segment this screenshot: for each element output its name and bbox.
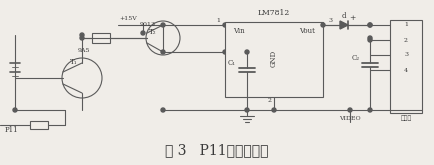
Bar bbox=[390, 20, 422, 113]
Text: +: + bbox=[349, 14, 355, 22]
Circle shape bbox=[13, 108, 17, 112]
Circle shape bbox=[245, 108, 249, 112]
Text: C₂: C₂ bbox=[352, 54, 360, 62]
Text: 9A5: 9A5 bbox=[78, 48, 90, 52]
Bar bbox=[92, 33, 110, 43]
Text: 4: 4 bbox=[404, 67, 408, 72]
Text: 图 3   P11口输出电路: 图 3 P11口输出电路 bbox=[165, 143, 269, 157]
Circle shape bbox=[62, 58, 102, 98]
Circle shape bbox=[80, 36, 84, 40]
Circle shape bbox=[161, 108, 165, 112]
Text: Vout: Vout bbox=[299, 27, 315, 35]
Circle shape bbox=[245, 50, 249, 54]
Text: VIDEO: VIDEO bbox=[339, 116, 361, 121]
Circle shape bbox=[368, 38, 372, 42]
Text: T₁: T₁ bbox=[70, 58, 78, 66]
Circle shape bbox=[368, 36, 372, 40]
Bar bbox=[225, 22, 323, 97]
Circle shape bbox=[141, 31, 145, 35]
Circle shape bbox=[348, 108, 352, 112]
Text: C₁: C₁ bbox=[228, 59, 236, 67]
Text: P11: P11 bbox=[5, 126, 19, 134]
Bar bbox=[30, 121, 48, 129]
Circle shape bbox=[223, 50, 227, 54]
Circle shape bbox=[321, 23, 325, 27]
Text: 显示器: 显示器 bbox=[401, 115, 411, 121]
Text: Vin: Vin bbox=[233, 27, 245, 35]
Text: +15V: +15V bbox=[119, 16, 137, 21]
Circle shape bbox=[161, 50, 165, 54]
Circle shape bbox=[80, 33, 84, 37]
Text: 1: 1 bbox=[216, 17, 220, 22]
Text: GND: GND bbox=[270, 50, 278, 66]
Circle shape bbox=[272, 108, 276, 112]
Circle shape bbox=[223, 23, 227, 27]
Text: LM7812: LM7812 bbox=[258, 9, 290, 17]
Circle shape bbox=[368, 23, 372, 27]
Text: 1: 1 bbox=[404, 22, 408, 28]
Text: d: d bbox=[342, 12, 346, 20]
Text: 2: 2 bbox=[268, 99, 272, 103]
Text: 9013: 9013 bbox=[140, 22, 156, 28]
Text: 3: 3 bbox=[404, 52, 408, 57]
Circle shape bbox=[146, 21, 180, 55]
Circle shape bbox=[161, 23, 165, 27]
Text: 2: 2 bbox=[404, 37, 408, 43]
Text: T₂: T₂ bbox=[149, 28, 157, 36]
Polygon shape bbox=[340, 21, 348, 29]
Text: 3: 3 bbox=[328, 17, 332, 22]
Circle shape bbox=[368, 23, 372, 27]
Circle shape bbox=[368, 108, 372, 112]
